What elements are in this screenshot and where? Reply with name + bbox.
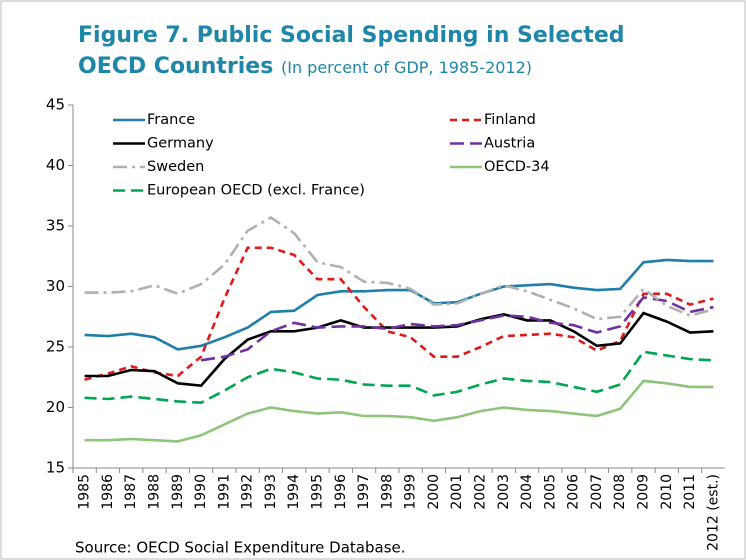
x-tick-label: 2012 (est.): [705, 474, 721, 551]
x-tick-label: 2002: [473, 474, 489, 510]
x-tick-label: 1994: [286, 474, 302, 510]
x-tick-label: 2008: [612, 474, 628, 510]
x-tick-label: 1985: [77, 474, 93, 510]
x-tick-label: 1990: [193, 474, 209, 510]
x-tick-label: 2004: [519, 474, 535, 510]
x-tick-label: 2009: [636, 474, 652, 510]
y-tick-label: 15: [46, 459, 65, 477]
x-tick-label: 1996: [333, 474, 349, 510]
x-tick-label: 2011: [682, 474, 698, 510]
y-tick-label: 20: [46, 398, 65, 416]
y-tick-label: 45: [46, 96, 65, 114]
y-tick-label: 30: [46, 277, 65, 295]
series-line: [84, 215, 714, 321]
x-tick-label: 1988: [147, 474, 163, 510]
x-tick-label: 2007: [589, 474, 605, 510]
y-tick-label: 35: [46, 217, 65, 235]
legend-label: Sweden: [147, 159, 204, 175]
series-line: [84, 379, 714, 443]
x-tick-label: 2000: [426, 474, 442, 510]
x-tick-label: 2010: [659, 474, 675, 510]
x-tick-label: 1998: [379, 474, 395, 510]
legend-label: Austria: [484, 136, 535, 152]
y-tick-label: 40: [46, 156, 65, 174]
x-tick-label: 1997: [356, 474, 372, 510]
chart-subtitle: (In percent of GDP, 1985-2012): [280, 58, 533, 77]
chart-title: Figure 7. Public Social Spending in Sele…: [78, 23, 625, 79]
x-tick-label: 1987: [123, 474, 139, 510]
source: Source: OECD Social Expenditure Database…: [75, 539, 406, 557]
series-line: [84, 246, 714, 381]
series-line: [84, 258, 714, 351]
x-tick-label: 1986: [100, 474, 116, 510]
x-tick-label: 1995: [310, 474, 326, 510]
series-line: [84, 350, 714, 405]
legend-label: France: [147, 112, 195, 128]
x-tick-label: 1993: [263, 474, 279, 510]
series-line: [200, 296, 714, 362]
x-tick-label: 1991: [216, 474, 232, 510]
legend-label: European OECD (excl. France): [147, 183, 365, 199]
x-tick-label: 1999: [403, 474, 419, 510]
legend-label: OECD-34: [484, 159, 550, 175]
legend-label: Germany: [147, 136, 214, 152]
x-tick-label: 1989: [170, 474, 186, 510]
title-block: Figure 7. Public Social Spending in Sele…: [78, 20, 663, 83]
x-tick-label: 2005: [542, 474, 558, 510]
legend-label: Finland: [484, 112, 536, 128]
x-tick-label: 2006: [566, 474, 582, 510]
x-tick-label: 2003: [496, 474, 512, 510]
y-tick-label: 25: [46, 338, 65, 356]
x-tick-label: 1992: [240, 474, 256, 510]
x-tick-label: 2001: [449, 474, 465, 510]
